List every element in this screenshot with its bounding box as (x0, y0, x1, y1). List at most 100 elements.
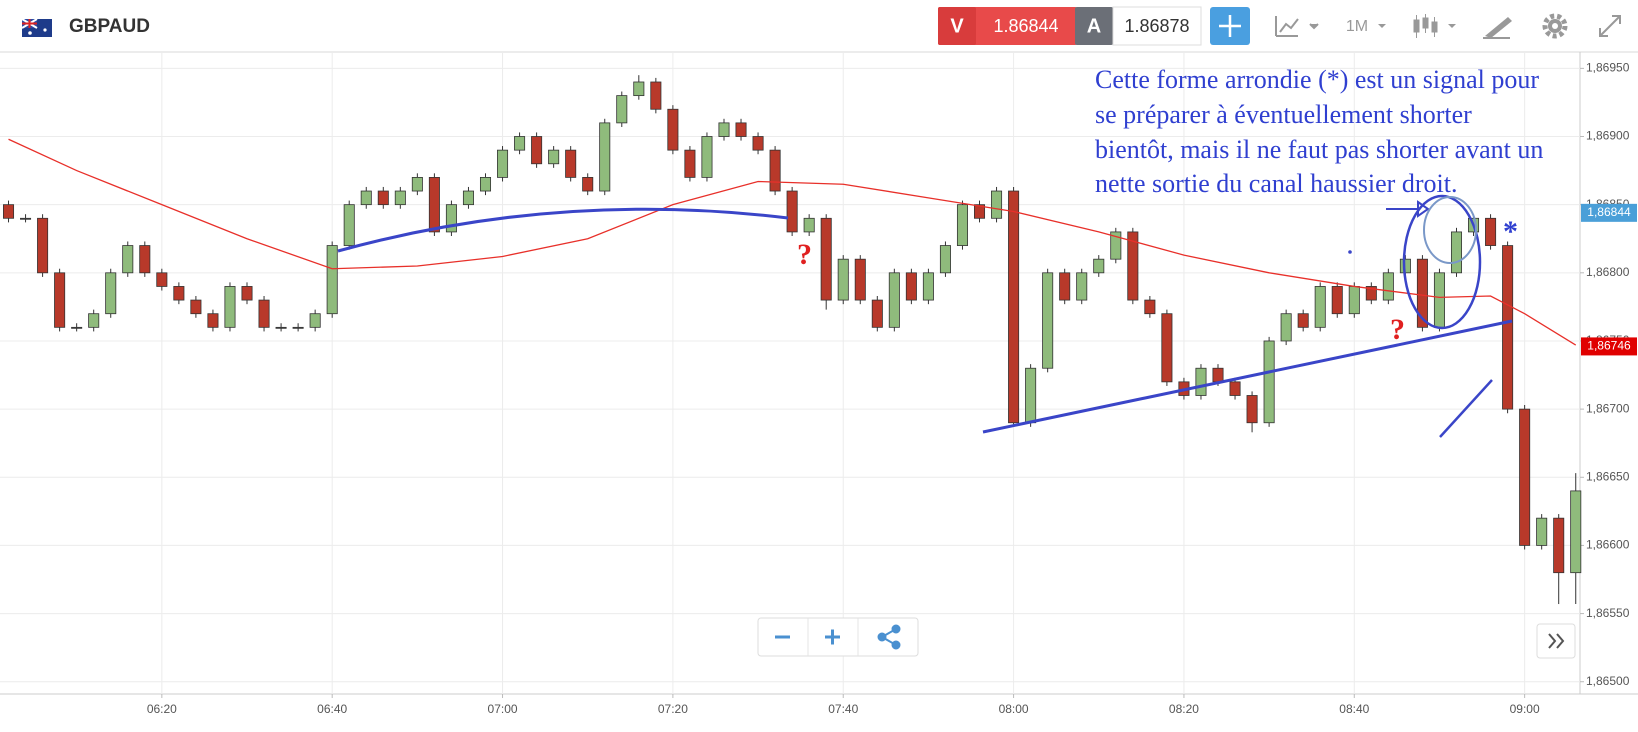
candle-body (1229, 381, 1241, 396)
candle-body (275, 326, 287, 329)
x-tick-label: 08:40 (1339, 702, 1369, 716)
candle-body (650, 81, 662, 110)
buy-label: A (1087, 15, 1101, 37)
candle-body (428, 177, 440, 233)
y-tick-label: 1,86650 (1586, 469, 1630, 483)
candle-body (411, 177, 423, 192)
x-tick-label: 07:00 (488, 702, 518, 716)
candle-body (173, 286, 185, 301)
question-mark: ? (1390, 313, 1405, 346)
candle-body (565, 149, 577, 178)
candle-body (531, 136, 543, 165)
x-tick-label: 08:20 (1169, 702, 1199, 716)
candle-body (582, 177, 594, 192)
moving-average (8, 138, 1577, 346)
candle-body (105, 272, 117, 315)
timeframe[interactable]: 1M (1346, 18, 1368, 35)
candle-body (1536, 517, 1548, 546)
candle-body (343, 204, 355, 246)
candle-body (360, 190, 372, 206)
candle-body (1161, 313, 1173, 383)
candle-body (939, 245, 951, 274)
symbol: GBPAUD (69, 16, 150, 37)
candle-body (1297, 313, 1309, 328)
candle-body (88, 313, 100, 328)
candle-body (820, 217, 832, 301)
candle-body (122, 245, 134, 274)
zoom-controls (757, 617, 919, 657)
x-tick-label: 06:20 (147, 702, 177, 716)
candle-body (1093, 258, 1105, 274)
candle-body (1331, 286, 1343, 315)
candle-body (1519, 408, 1531, 546)
question-mark: ? (797, 238, 812, 271)
candle-body (803, 217, 815, 233)
zoom-in[interactable] (825, 629, 840, 645)
note-line: se préparer à éventuellement shorter (1095, 100, 1472, 129)
candle-body (156, 272, 168, 287)
candle-body (1570, 490, 1582, 574)
candle-body (1042, 272, 1054, 369)
candle-body (37, 217, 49, 274)
buy-price: 1.86878 (1124, 16, 1189, 36)
candle-body (1502, 245, 1514, 410)
candle-body (701, 136, 713, 178)
y-tick-label: 1,86800 (1586, 265, 1630, 279)
price-label: 1,86746 (1587, 339, 1631, 353)
candle-body (514, 136, 526, 151)
y-tick-label: 1,86900 (1586, 129, 1630, 143)
candle-body (922, 272, 934, 301)
draw-button[interactable] (1483, 17, 1512, 39)
price-label: 1,86844 (1587, 205, 1631, 219)
candle-body (991, 190, 1003, 219)
note-line: nette sortie du canal haussier droit. (1095, 169, 1457, 198)
candle-body (1314, 286, 1326, 328)
candle-body (377, 190, 389, 206)
candle-body (1127, 231, 1139, 301)
candle-body (445, 204, 457, 233)
price-label-box (1581, 337, 1637, 356)
candle-body (1212, 367, 1224, 383)
candle-body (1025, 367, 1037, 424)
scroll-right-button[interactable] (1536, 623, 1576, 659)
y-tick-label: 1,86700 (1586, 401, 1630, 415)
candle-body (1433, 272, 1445, 328)
chart-type-button[interactable] (1275, 16, 1319, 37)
sell-button[interactable]: V 1.86844 (938, 7, 1077, 45)
candle-body (224, 286, 236, 328)
candle-body (1144, 299, 1156, 315)
share[interactable] (877, 624, 901, 650)
candle-body (684, 149, 696, 178)
y-tick-label: 1,86600 (1586, 538, 1630, 552)
candle-body (1348, 286, 1360, 315)
expand-button[interactable] (1599, 15, 1621, 37)
settings-button[interactable] (1542, 13, 1568, 39)
candle-body (735, 122, 747, 137)
candle-body (718, 122, 730, 137)
y-tick-label: 1,86950 (1586, 61, 1630, 75)
drawings (337, 194, 1513, 438)
note: Cette forme arrondie (*) est un signal p… (1095, 65, 1543, 198)
candle-body (1110, 231, 1122, 260)
candle-body (207, 313, 219, 328)
candle-body (956, 204, 968, 246)
x-tick-label: 07:40 (828, 702, 858, 716)
candle-body (1485, 217, 1497, 246)
candle-body (548, 149, 560, 165)
candle-body (309, 313, 321, 328)
candles-button[interactable] (1413, 14, 1456, 38)
plot: 1,869501,869001,868501,868001,867501,867… (0, 52, 1630, 716)
candle-body (1450, 231, 1463, 274)
note-line: bientôt, mais il ne faut pas shorter ava… (1095, 135, 1543, 164)
crosshair-button[interactable] (1210, 7, 1250, 45)
candle-body (241, 286, 253, 301)
candle-body (1382, 272, 1394, 301)
y-tick-label: 1,86500 (1586, 674, 1630, 688)
candle-body (1280, 313, 1292, 342)
candle-body (1008, 190, 1020, 424)
x-tick-label: 09:00 (1510, 702, 1540, 716)
candle-body (326, 245, 338, 315)
buy-button[interactable]: A 1.86878 (1075, 6, 1202, 46)
